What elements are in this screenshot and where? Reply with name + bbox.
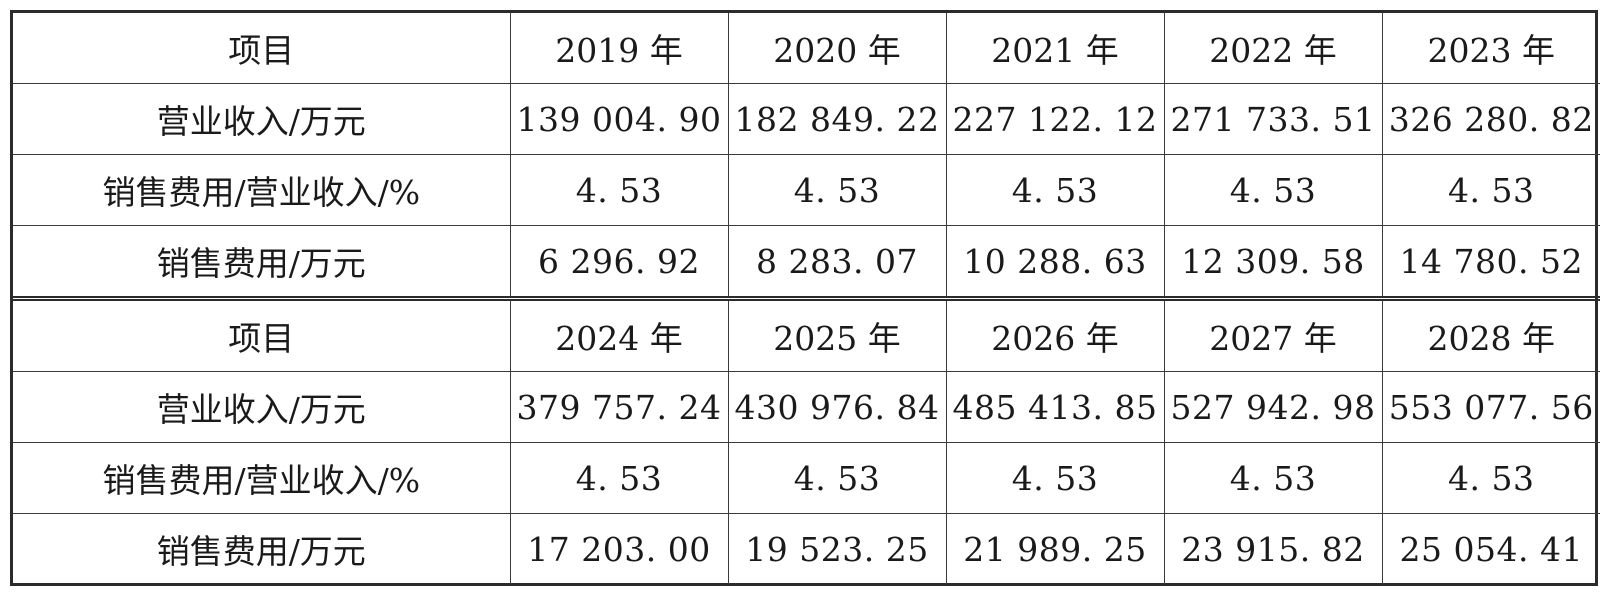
table-cell: 19 523. 25: [727, 513, 947, 584]
table-cell: 4. 53: [1163, 154, 1383, 226]
table-cell: 4. 53: [945, 154, 1165, 226]
table-cell: 10 288. 63: [945, 225, 1165, 299]
table-cell: 326 280. 82: [1381, 83, 1600, 155]
table-cell: 21 989. 25: [945, 513, 1165, 584]
header-cell-year: 2028 年: [1381, 296, 1600, 372]
table-cell: 379 757. 24: [509, 371, 729, 443]
table-section-2019-2023: 项目 2019 年 2020 年 2021 年 2022 年 2023 年 营业…: [13, 13, 1600, 299]
header-cell-year: 2024 年: [509, 296, 729, 372]
table-row-sales-expense: 销售费用/万元 17 203. 00 19 523. 25 21 989. 25…: [13, 513, 1600, 584]
row-label: 营业收入/万元: [13, 371, 511, 443]
table-cell: 4. 53: [1381, 442, 1600, 514]
table-row-sales-expense: 销售费用/万元 6 296. 92 8 283. 07 10 288. 63 1…: [13, 225, 1600, 299]
table-cell: 527 942. 98: [1163, 371, 1383, 443]
table-cell: 4. 53: [509, 154, 729, 226]
table-cell: 4. 53: [945, 442, 1165, 514]
data-table-frame: 项目 2019 年 2020 年 2021 年 2022 年 2023 年 营业…: [10, 10, 1600, 586]
header-cell-item: 项目: [13, 13, 511, 84]
table-cell: 25 054. 41: [1381, 513, 1600, 584]
table-cell: 6 296. 92: [509, 225, 729, 299]
table-cell: 8 283. 07: [727, 225, 947, 299]
table-cell: 4. 53: [1163, 442, 1383, 514]
table-cell: 227 122. 12: [945, 83, 1165, 155]
table-cell: 553 077. 56: [1381, 371, 1600, 443]
table-section-2024-2028: 项目 2024 年 2025 年 2026 年 2027 年 2028 年 营业…: [13, 296, 1600, 584]
table-cell: 430 976. 84: [727, 371, 947, 443]
table-cell: 4. 53: [1381, 154, 1600, 226]
header-cell-year: 2020 年: [727, 13, 947, 84]
table-row-expense-ratio: 销售费用/营业收入/% 4. 53 4. 53 4. 53 4. 53 4. 5…: [13, 154, 1600, 226]
table-cell: 139 004. 90: [509, 83, 729, 155]
table-cell: 485 413. 85: [945, 371, 1165, 443]
header-cell-item: 项目: [13, 296, 511, 372]
table-cell: 4. 53: [727, 442, 947, 514]
table-header-row: 项目 2024 年 2025 年 2026 年 2027 年 2028 年: [13, 296, 1600, 372]
table-row-revenue: 营业收入/万元 139 004. 90 182 849. 22 227 122.…: [13, 83, 1600, 155]
sales-expense-table: 项目 2019 年 2020 年 2021 年 2022 年 2023 年 营业…: [13, 13, 1600, 584]
table-header-row: 项目 2019 年 2020 年 2021 年 2022 年 2023 年: [13, 13, 1600, 84]
table-cell: 14 780. 52: [1381, 225, 1600, 299]
header-cell-year: 2023 年: [1381, 13, 1600, 84]
header-cell-year: 2025 年: [727, 296, 947, 372]
header-cell-year: 2027 年: [1163, 296, 1383, 372]
row-label: 销售费用/万元: [13, 225, 511, 299]
row-label: 营业收入/万元: [13, 83, 511, 155]
header-cell-year: 2021 年: [945, 13, 1165, 84]
table-cell: 182 849. 22: [727, 83, 947, 155]
table-cell: 23 915. 82: [1163, 513, 1383, 584]
header-cell-year: 2019 年: [509, 13, 729, 84]
table-cell: 4. 53: [509, 442, 729, 514]
header-cell-year: 2026 年: [945, 296, 1165, 372]
table-cell: 271 733. 51: [1163, 83, 1383, 155]
table-cell: 12 309. 58: [1163, 225, 1383, 299]
table-row-revenue: 营业收入/万元 379 757. 24 430 976. 84 485 413.…: [13, 371, 1600, 443]
row-label: 销售费用/万元: [13, 513, 511, 584]
header-cell-year: 2022 年: [1163, 13, 1383, 84]
table-cell: 4. 53: [727, 154, 947, 226]
row-label: 销售费用/营业收入/%: [13, 154, 511, 226]
table-row-expense-ratio: 销售费用/营业收入/% 4. 53 4. 53 4. 53 4. 53 4. 5…: [13, 442, 1600, 514]
table-cell: 17 203. 00: [509, 513, 729, 584]
row-label: 销售费用/营业收入/%: [13, 442, 511, 514]
